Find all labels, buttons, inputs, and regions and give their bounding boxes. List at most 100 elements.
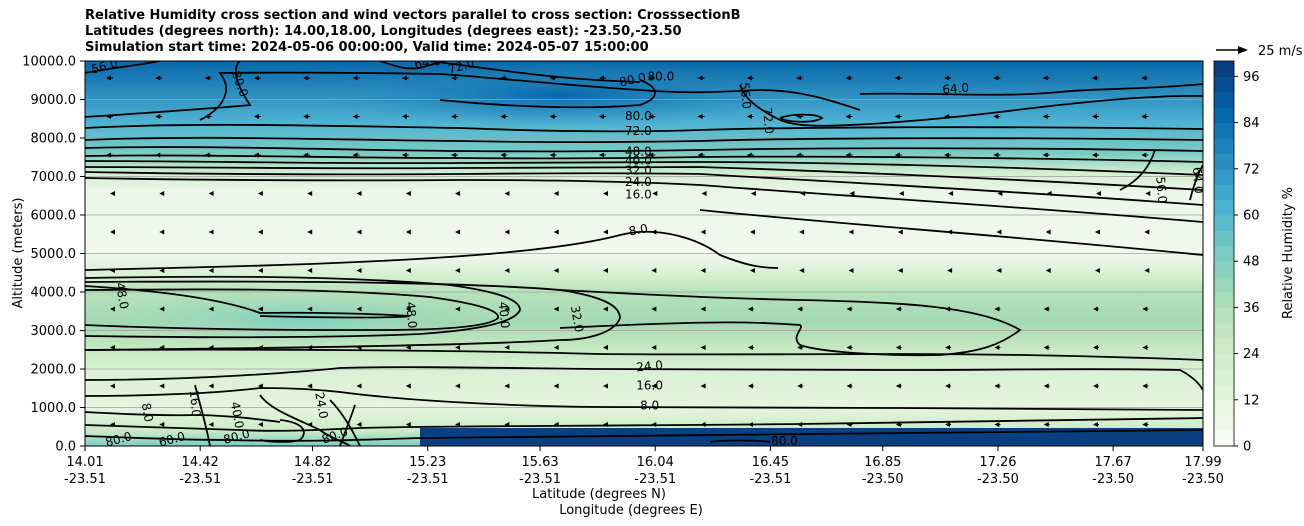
wind-vector: [697, 114, 703, 119]
wind-vector: [451, 75, 457, 81]
y-tick-label: 5000.0: [31, 247, 77, 262]
wind-vector: [204, 75, 210, 81]
contour-label: 16.0: [625, 187, 652, 201]
x-tick-label-latitude: 16.45: [752, 455, 789, 470]
wind-vector: [599, 75, 604, 81]
quiver-key-label: 25 m/s: [1258, 44, 1303, 59]
quiver-key-arrowhead: [1238, 46, 1248, 54]
contour-label: 32.0: [568, 304, 586, 333]
wind-vector: [307, 345, 313, 350]
wind-vector: [1042, 75, 1048, 81]
colorbar-band: [1214, 91, 1234, 108]
y-axis-label: Altitude (meters): [11, 198, 26, 309]
wind-vector: [110, 229, 115, 235]
wind-vector: [257, 383, 263, 389]
wind-vector: [1142, 306, 1148, 312]
contour-label: 56.0: [1153, 176, 1169, 204]
colorbar-band: [1214, 338, 1234, 355]
wind-vector: [845, 114, 851, 119]
colorbar-band: [1214, 215, 1234, 231]
wind-vector: [799, 268, 805, 273]
y-tick-label: 3000.0: [31, 324, 77, 339]
wind-vector: [700, 345, 706, 350]
wind-vector: [894, 75, 900, 81]
wind-vector: [1095, 268, 1100, 273]
rh-high-humidity-core: [320, 63, 800, 127]
colorbar-band: [1214, 353, 1234, 370]
wind-vector: [455, 422, 461, 427]
colorbar-band: [1214, 107, 1234, 124]
wind-vector: [944, 152, 950, 158]
x-tick-label-longitude: -23.51: [407, 472, 449, 487]
wind-vector: [651, 345, 657, 350]
contour-label: 32.0: [625, 164, 652, 178]
wind-vector: [651, 306, 657, 312]
wind-vector: [796, 114, 802, 119]
wind-vector: [746, 114, 752, 119]
wind-vector: [405, 306, 411, 312]
colorbar-band: [1214, 307, 1234, 324]
wind-vector: [797, 345, 803, 350]
wind-vector: [1093, 383, 1098, 389]
wind-vector: [159, 422, 165, 427]
wind-vector: [994, 345, 1000, 350]
wind-vector: [110, 383, 115, 389]
contour-label: 40.0: [496, 301, 512, 329]
wind-vector: [500, 114, 506, 119]
wind-vector: [700, 306, 706, 312]
contour-line-mid-48: [85, 275, 521, 339]
wind-vector: [455, 345, 461, 350]
wind-vector: [1042, 114, 1048, 119]
colorbar-band: [1214, 430, 1234, 447]
wind-vector: [848, 268, 854, 273]
wind-vector: [1092, 75, 1097, 81]
wind-vector: [1093, 306, 1098, 312]
wind-vector: [356, 422, 362, 427]
colorbar: 0 12 24 36 48 60 72 84 96: [1213, 60, 1260, 455]
wind-vector: [652, 191, 658, 196]
wind-vector: [846, 306, 852, 312]
wind-vector: [1092, 114, 1097, 119]
wind-vector: [159, 229, 165, 235]
wind-vector: [307, 191, 313, 196]
wind-vector: [257, 191, 263, 196]
contour-label: 24.0: [636, 358, 664, 374]
wind-vector: [1095, 229, 1100, 235]
colorbar-band: [1214, 276, 1234, 293]
wind-vector: [257, 268, 263, 273]
contour-line-72: [85, 123, 1203, 133]
colorbar-band: [1214, 399, 1234, 416]
x-tick-label-latitude: 15.23: [409, 455, 446, 470]
chart-title-line-1: Relative Humidity cross section and wind…: [85, 8, 741, 23]
colorbar-band: [1214, 199, 1234, 216]
wind-vector: [208, 383, 214, 389]
x-tick-label-latitude: 15.63: [521, 455, 558, 470]
x-tick-label-longitude: -23.50: [1182, 472, 1224, 487]
wind-vector: [1045, 229, 1051, 235]
wind-vector: [155, 75, 161, 81]
wind-vector: [303, 152, 309, 158]
contour-label: 80.0: [647, 70, 674, 84]
contour-line-56: [85, 146, 1203, 153]
wind-vector: [110, 306, 115, 312]
wind-vector: [208, 229, 214, 235]
chart-title-line-2: Latitudes (degrees north): 14.00,18.00, …: [85, 24, 682, 39]
colorbar-tick-label: 96: [1243, 70, 1260, 85]
wind-vector: [845, 152, 851, 158]
wind-vector: [1096, 191, 1101, 196]
wind-vector: [106, 75, 111, 81]
contour-label: 24.0: [312, 391, 330, 420]
wind-vector: [700, 268, 706, 273]
x-tick-label-longitude: -23.51: [519, 472, 561, 487]
wind-vector: [746, 75, 752, 81]
wind-vector: [750, 191, 756, 196]
wind-vector: [455, 229, 461, 235]
wind-vector: [1045, 268, 1051, 273]
wind-vector: [549, 114, 555, 119]
wind-vector: [1043, 422, 1049, 427]
x-tick-label-latitude: 17.67: [1095, 455, 1132, 470]
y-tick-label: 1000.0: [31, 401, 77, 416]
wind-vector: [1141, 152, 1147, 158]
wind-vector: [848, 229, 854, 235]
wind-vector: [155, 152, 161, 158]
